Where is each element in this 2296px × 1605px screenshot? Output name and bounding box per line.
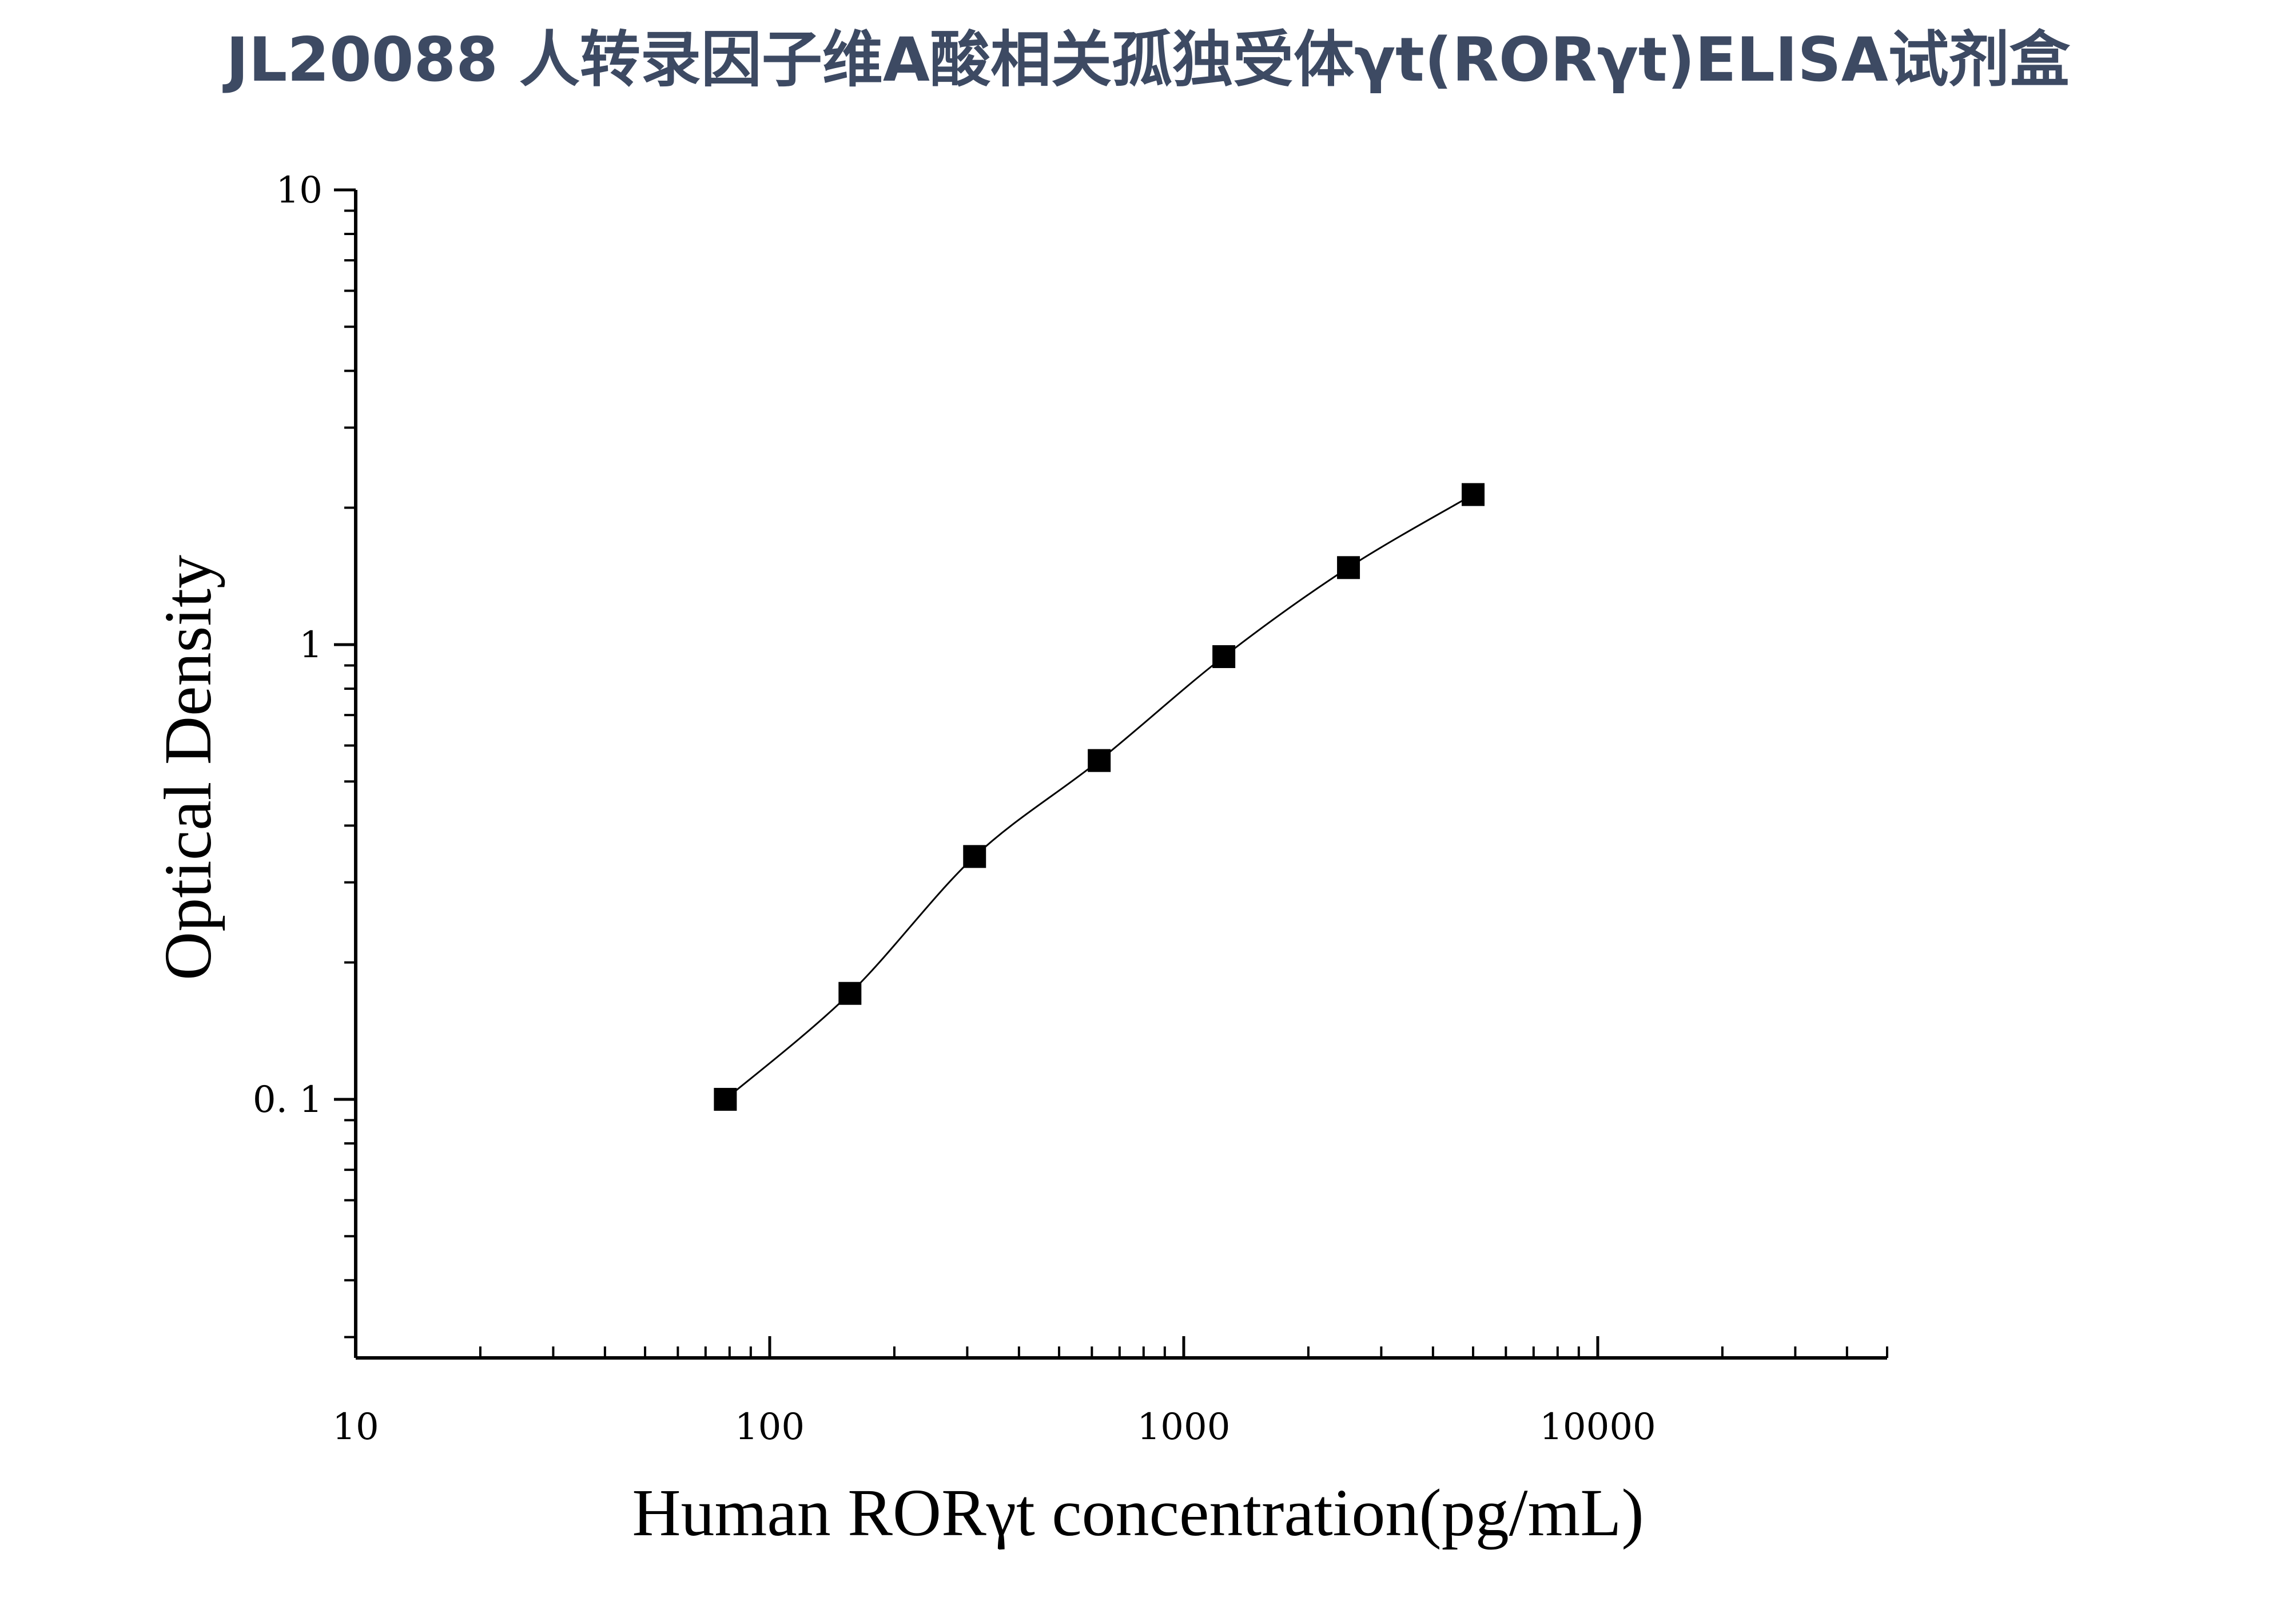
data-point <box>963 845 986 868</box>
fit-curve-group <box>725 494 1474 1101</box>
data-point <box>1212 645 1236 668</box>
data-point <box>1337 556 1360 579</box>
x-tick-label: 10000 <box>1539 1406 1656 1448</box>
chart-axes <box>354 190 1887 1360</box>
data-points <box>714 483 1485 1111</box>
x-tick-label: 10 <box>332 1406 379 1448</box>
data-point <box>838 982 862 1005</box>
x-tick-label: 1000 <box>1137 1406 1231 1448</box>
x-axis-label: Human RORγt concentration(pg/mL) <box>632 1475 1644 1550</box>
data-point <box>1088 749 1111 772</box>
y-axis-ticks: 0. 1 1 10 <box>253 169 356 1338</box>
x-axis-ticks: 10 100 1000 10000 <box>332 1336 1888 1448</box>
fit-curve <box>725 494 1474 1101</box>
y-tick-label: 10 <box>276 169 323 212</box>
y-tick-label: 0. 1 <box>253 1079 323 1121</box>
data-point <box>1462 483 1485 506</box>
data-point <box>714 1087 737 1111</box>
y-axis-label: Optical Density <box>150 555 225 980</box>
page-title: JL20088 人转录因子维A酸相关孤独受体γt(RORγt)ELISA试剂盒 <box>226 25 2070 95</box>
x-tick-label: 100 <box>735 1406 805 1448</box>
y-tick-label: 1 <box>299 624 323 666</box>
